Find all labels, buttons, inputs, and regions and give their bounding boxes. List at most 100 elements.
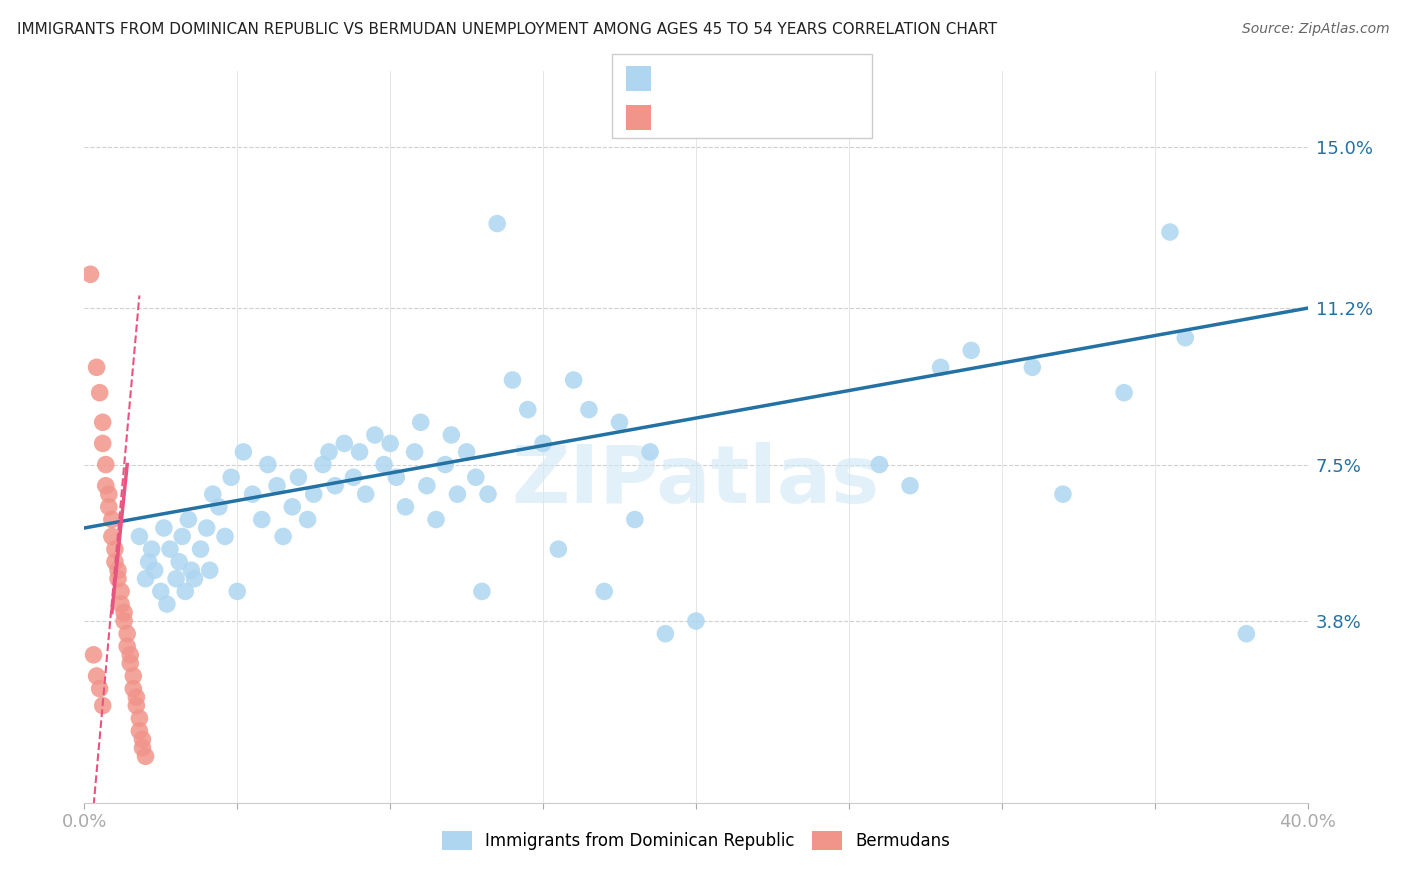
Point [97,500,120,514]
Point [120,657,142,671]
Point [593,584,616,599]
Point [287,470,309,484]
Point [128,529,150,543]
Text: N =: N = [761,109,813,127]
Point [609,415,631,429]
Point [434,458,457,472]
Point [107,563,129,577]
Point [242,487,264,501]
Point [89,385,111,400]
Point [214,529,236,543]
Point [110,597,132,611]
Point [195,521,218,535]
Point [266,479,288,493]
Text: IMMIGRANTS FROM DOMINICAN REPUBLIC VS BERMUDAN UNEMPLOYMENT AMONG AGES 45 TO 54 : IMMIGRANTS FROM DOMINICAN REPUBLIC VS BE… [17,22,997,37]
Point [318,445,340,459]
Point [685,614,707,628]
Point [898,479,921,493]
Point [128,711,150,725]
Point [97,487,120,501]
Point [141,542,163,557]
Point [107,572,129,586]
Point [929,360,952,375]
Point [516,402,538,417]
Point [165,572,187,586]
Point [624,512,647,526]
Point [1159,225,1181,239]
Point [373,458,395,472]
Point [91,415,114,429]
Point [180,563,202,577]
Point [198,563,221,577]
Point [354,487,377,501]
Point [167,555,190,569]
Point [404,445,426,459]
Point [1174,331,1197,345]
Point [547,542,569,557]
Point [219,470,242,484]
Text: R =: R = [659,70,699,88]
Text: 80: 80 [807,70,832,88]
Point [131,740,153,755]
Point [464,470,486,484]
Text: R =: R = [659,109,699,127]
Text: N =: N = [761,70,813,88]
Point [342,470,364,484]
Point [297,512,319,526]
Point [135,572,157,586]
Point [91,436,114,450]
Point [172,529,194,543]
Point [208,500,231,514]
Point [125,698,148,713]
Point [380,436,402,450]
Text: 0.541: 0.541 [702,70,758,88]
Point [190,542,212,557]
Point [477,487,499,501]
Text: 0.467: 0.467 [702,109,758,127]
Text: 36: 36 [807,109,832,127]
Point [104,542,127,557]
Point [271,529,294,543]
Point [471,584,494,599]
Point [177,512,200,526]
Point [385,470,408,484]
Point [156,597,179,611]
Point [86,360,108,375]
Point [440,428,463,442]
Point [531,436,554,450]
Point [869,458,891,472]
Point [226,584,249,599]
Point [446,487,468,501]
Point [232,445,254,459]
Point [135,749,157,764]
Point [112,606,135,620]
Point [183,572,205,586]
Point [486,217,509,231]
Point [1114,385,1136,400]
Point [1236,626,1258,640]
Point [257,458,280,472]
Point [122,669,145,683]
Point [110,584,132,599]
Point [122,681,145,696]
Point [149,584,172,599]
Point [502,373,524,387]
Point [578,402,600,417]
Point [281,500,304,514]
Point [654,626,676,640]
Point [333,436,356,450]
Point [302,487,325,501]
Point [1021,360,1043,375]
Point [91,698,114,713]
Point [101,529,124,543]
Point [125,690,148,705]
Point [425,512,447,526]
Point [115,626,138,640]
Point [115,640,138,654]
Point [120,648,142,662]
Point [312,458,335,472]
Text: ZIPatlas: ZIPatlas [512,442,880,520]
Point [138,555,160,569]
Point [394,500,416,514]
Point [79,268,101,282]
